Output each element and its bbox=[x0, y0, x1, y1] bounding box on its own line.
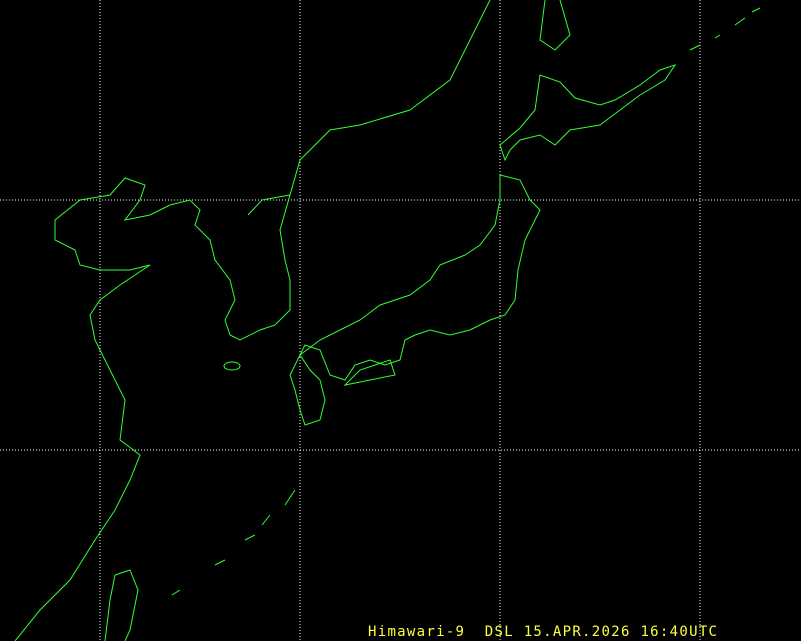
coast-shikoku bbox=[343, 359, 396, 386]
satellite-name: Himawari-9 bbox=[368, 624, 466, 640]
date-label: 15.APR.2026 bbox=[523, 624, 631, 640]
coast-ryukyu bbox=[171, 489, 296, 596]
image-caption: Himawari-9 DSL 15.APR.2026 16:40UTC bbox=[368, 624, 718, 640]
coast-jeju bbox=[223, 361, 241, 371]
coastlines bbox=[14, 0, 761, 641]
time-label: 16:40UTC bbox=[640, 624, 719, 640]
coast-taiwan bbox=[104, 569, 139, 641]
coast-kurils bbox=[689, 7, 761, 51]
source-label: DSL bbox=[484, 624, 514, 640]
coast-hokkaido bbox=[499, 64, 677, 162]
coast-sakhalin bbox=[539, 0, 571, 51]
coast-mainland bbox=[14, 0, 491, 641]
coast-honshu bbox=[299, 174, 541, 381]
coast-kyushu bbox=[289, 354, 326, 426]
